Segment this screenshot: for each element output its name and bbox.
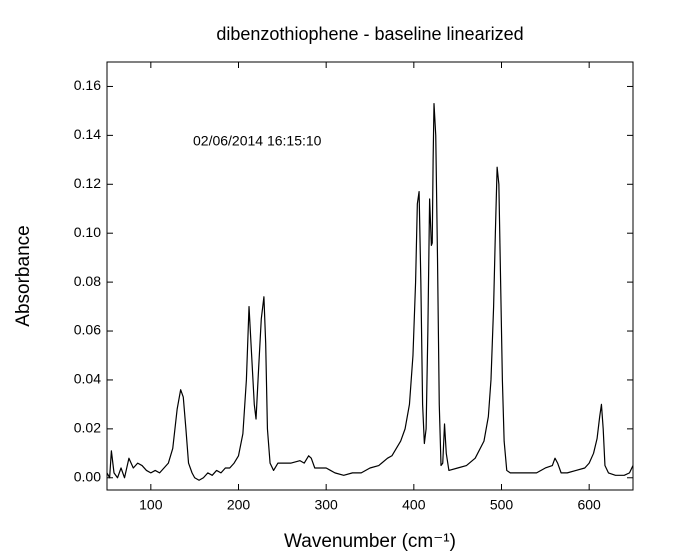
- y-axis-label: Absorbance: [13, 225, 34, 326]
- y-tick-label: 0.12: [74, 175, 101, 191]
- y-tick-label: 0.16: [74, 77, 101, 93]
- x-tick-label: 100: [139, 497, 163, 513]
- y-tick-label: 0.14: [74, 126, 101, 142]
- plot-frame: [106, 61, 634, 491]
- y-tick-label: 0.06: [74, 322, 101, 338]
- x-tick-label: 300: [314, 497, 338, 513]
- spectrum-line: [106, 102, 634, 481]
- y-tick-label: 0.10: [74, 224, 101, 240]
- chart-title: dibenzothiophene - baseline linearized: [216, 24, 523, 44]
- x-axis-label: Wavenumber (cm⁻¹): [284, 531, 456, 552]
- x-tick-label: 200: [227, 497, 251, 513]
- annotation: 02/06/2014 16:15:10: [193, 133, 322, 149]
- x-tick-label: 500: [490, 497, 514, 513]
- x-tick-label: 400: [402, 497, 426, 513]
- y-tick-label: 0.08: [74, 273, 101, 289]
- y-tick-label: 0.00: [74, 468, 101, 484]
- y-tick-label: 0.04: [74, 371, 101, 387]
- x-tick-label: 600: [577, 497, 601, 513]
- y-tick-label: 0.02: [74, 420, 101, 436]
